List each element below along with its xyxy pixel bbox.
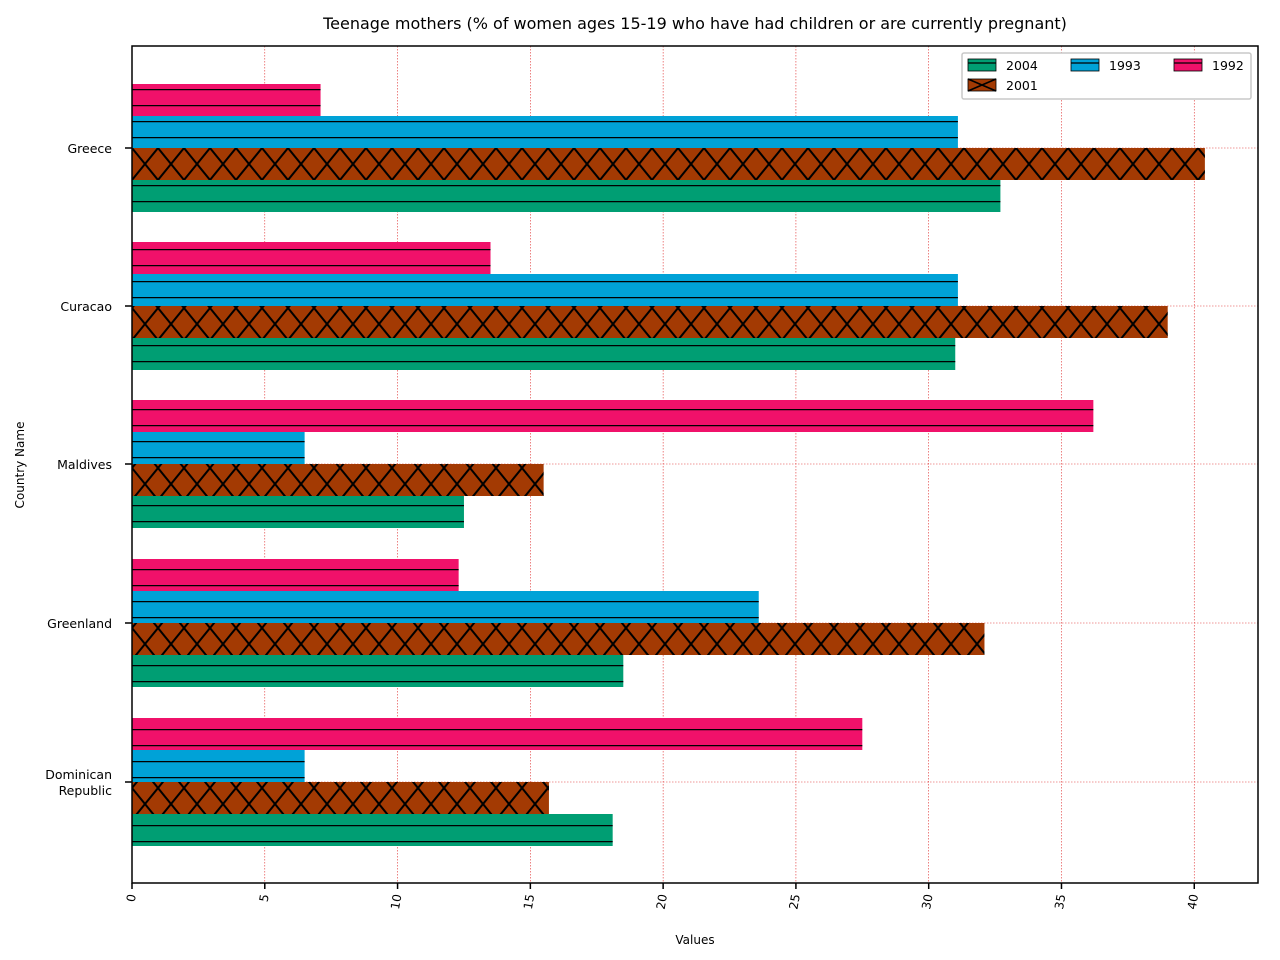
bar-hatch: [132, 623, 985, 655]
bar-hatch: [132, 180, 1001, 212]
bar-hatch: [132, 814, 613, 846]
legend-label: 1993: [1109, 58, 1141, 73]
bars: [132, 84, 1205, 846]
bar-hatch: [132, 718, 863, 750]
bar-hatch: [132, 782, 549, 814]
bar-hatch: [132, 655, 624, 687]
x-tick-label: 30: [919, 893, 935, 910]
bar-hatch: [132, 84, 321, 116]
x-tick-label: 15: [521, 893, 537, 910]
bar-hatch: [132, 338, 956, 370]
x-axis-label: Values: [675, 933, 714, 947]
x-tick-label: 35: [1052, 893, 1068, 910]
x-tick-label: 5: [257, 893, 272, 903]
bar-hatch: [132, 400, 1094, 432]
legend-label: 1992: [1212, 58, 1244, 73]
chart-title: Teenage mothers (% of women ages 15-19 w…: [322, 14, 1067, 33]
bar-hatch: [132, 591, 759, 623]
x-tick-label: 25: [786, 893, 802, 910]
bar-hatch: [132, 148, 1205, 180]
x-tick-label: 20: [654, 893, 670, 910]
y-tick-label: Curacao: [60, 299, 112, 314]
bar-hatch: [132, 750, 305, 782]
y-tick-label: Republic: [59, 783, 113, 798]
bar-hatch: [132, 116, 958, 148]
bar-hatch: [132, 464, 544, 496]
y-tick-label: Greenland: [47, 616, 112, 631]
legend-swatch: [1070, 58, 1100, 72]
bar-hatch: [132, 274, 958, 306]
y-tick-label: Maldives: [57, 457, 112, 472]
y-tick-label: Greece: [68, 141, 113, 156]
bar-hatch: [132, 432, 305, 464]
y-axis-label: Country Name: [13, 422, 27, 509]
x-tick-label: 10: [388, 893, 404, 910]
bar-hatch: [132, 559, 459, 591]
x-tick-label: 40: [1185, 893, 1201, 910]
bar-hatch: [132, 242, 491, 274]
x-axis-ticks: 0 5 10 15 20 25 30 35 40: [124, 883, 1201, 911]
bar-hatch: [132, 306, 1168, 338]
legend-swatch: [1173, 58, 1203, 72]
y-tick-label: Dominican: [45, 767, 112, 782]
y-axis-ticks: Greece Curacao Maldives Greenland DominicanR…: [45, 141, 132, 798]
legend-label: 2004: [1006, 58, 1038, 73]
bar-hatch: [132, 496, 464, 528]
legend-label: 2001: [1006, 78, 1038, 93]
legend-hatch: [967, 78, 997, 92]
legend: 2004 1993 1992 2001: [961, 52, 1252, 100]
legend-swatch: [967, 58, 997, 72]
x-tick-label: 0: [124, 893, 139, 903]
